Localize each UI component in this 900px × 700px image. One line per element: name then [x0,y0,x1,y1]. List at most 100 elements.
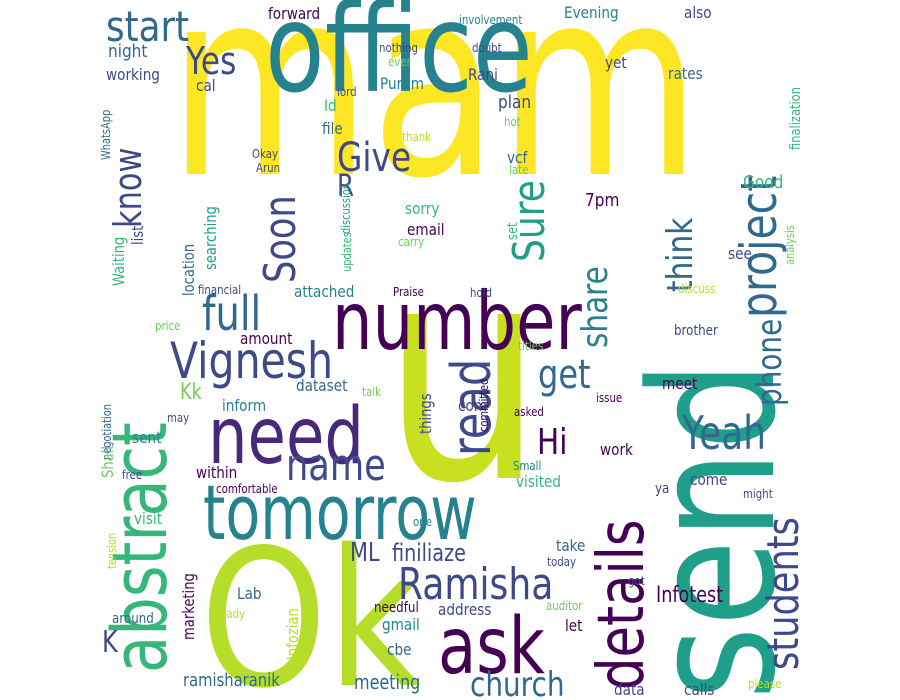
cloud-word: Ok [200,509,421,700]
cloud-word: work [600,440,633,459]
cloud-word: take [556,536,586,555]
cloud-word: cal [196,76,216,95]
cloud-word: R [337,169,355,204]
cloud-word: things [416,393,435,434]
cloud-word: list [128,225,147,245]
cloud-word: data [614,680,645,699]
cloud-word: location [179,243,198,296]
cloud-word: doubt [472,41,502,55]
cloud-word: com [458,396,488,415]
cloud-word: dataset [296,376,348,395]
cloud-word: sorry [405,199,440,218]
cloud-word: Good [743,172,784,193]
cloud-word: got [628,574,645,588]
cloud-word: Shall [100,446,117,478]
cloud-word: Infotest [656,583,724,608]
cloud-word: calls [684,680,715,699]
cloud-word: hot [504,115,521,129]
cloud-word: updates [340,232,354,272]
cloud-word: let [565,616,583,635]
cloud-word: Infozian [283,608,302,660]
cloud-word: auditor [546,599,583,613]
cloud-word: late [509,163,529,177]
cloud-word: ready [216,607,246,621]
cloud-word: needful [374,600,419,616]
cloud-word: analysis [783,225,797,265]
cloud-word: asked [514,405,544,419]
cloud-word: today [547,555,577,569]
cloud-word: inform [222,396,267,415]
cloud-word: Praise [393,285,424,299]
cloud-word: might [743,487,773,501]
cloud-word: Okay [252,147,279,161]
cloud-word: Evening [564,3,619,22]
cloud-word: Give [337,135,412,181]
cloud-word: comfortable [216,482,278,496]
cloud-word: meeting [354,670,421,694]
cloud-word: Rani [468,65,498,84]
cloud-word: ya [655,481,670,497]
cloud-word: Lab [237,584,262,603]
cloud-word: share [575,266,616,348]
cloud-word: see [728,244,752,263]
cloud-word: financial [198,283,242,297]
cloud-word: discussion [339,182,353,234]
cloud-word: name [286,440,386,491]
cloud-word: committed [477,378,491,432]
cloud-word: talk [362,385,381,399]
cloud-word: Yes [186,39,237,83]
cloud-word: thank [402,130,432,144]
cloud-word: amount [240,329,293,348]
cloud-word: finiliaze [392,539,466,567]
cloud-word: tomorrow [203,468,477,557]
cloud-word: also [684,3,712,22]
cloud-word: Waiting [109,236,128,286]
cloud-word: u [382,200,544,549]
cloud-word: lord [337,85,357,99]
cloud-word: email [407,220,445,239]
cloud-word: students [758,517,800,670]
cloud-word: working [106,65,160,84]
cloud-word: K [102,625,118,660]
word-cloud: mam office u Ok send number need tomorro… [100,0,800,700]
cloud-word: searching [201,206,220,270]
cloud-word: visited [516,472,562,491]
cloud-word: church [470,665,565,700]
cloud-word: address [438,600,492,619]
cloud-word: Vignesh [170,332,334,390]
cloud-word: file [322,119,343,138]
cloud-word: get [538,352,591,398]
cloud-word: visit [134,509,163,528]
cloud-word: Sure [504,179,555,262]
cloud-word: 7pm [585,190,620,211]
cloud-word: vcf [507,148,528,167]
cloud-word: Kk [180,380,202,405]
cloud-word: Arun [256,161,281,175]
cloud-word: forward [268,4,321,23]
cloud-word: within [196,463,238,482]
cloud-word: Yeah [682,406,766,460]
cloud-word: hold [470,286,493,300]
cloud-word: ask [438,602,545,692]
cloud-word: finalization [788,87,800,150]
cloud-word: phone [750,318,790,406]
cloud-word: issue [596,391,623,405]
cloud-word: Purum [380,74,425,93]
cloud-word: price [155,319,181,333]
cloud-word: marketing [179,573,198,640]
cloud-word: Hi [537,422,568,463]
cloud-word: details [585,519,659,690]
cloud-word: ML [350,538,380,568]
cloud-word: WhatsApp [100,109,113,160]
cloud-word: mam [168,0,701,236]
cloud-word: titles [518,339,544,353]
cloud-word: tension [105,532,119,569]
cloud-word: ever [388,55,411,69]
cloud-word: free [122,468,143,482]
cloud-word: gmail [382,615,420,634]
cloud-word: sent [132,428,162,447]
cloud-word: carry [398,235,425,249]
cloud-word: around [112,611,154,627]
cloud-word: full [202,286,262,342]
cloud-word: Ramisha [398,559,554,610]
